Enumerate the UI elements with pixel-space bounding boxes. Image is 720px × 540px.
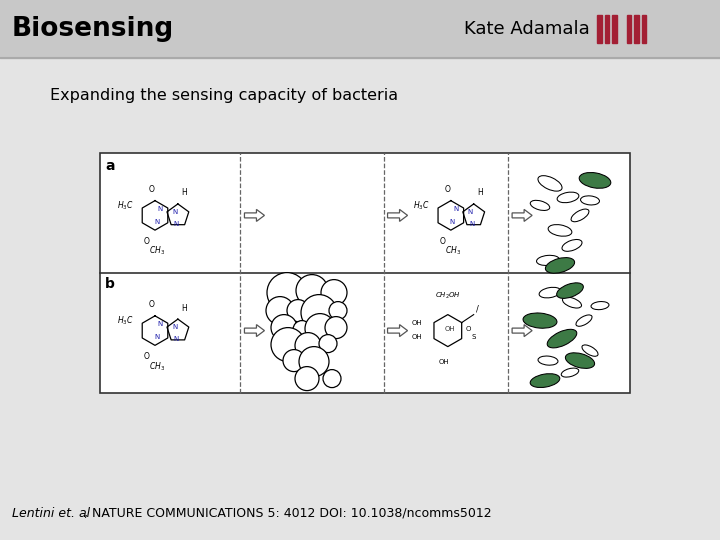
Ellipse shape	[305, 314, 335, 343]
Ellipse shape	[329, 302, 347, 320]
Text: O: O	[440, 237, 446, 246]
Text: S: S	[472, 334, 476, 340]
Text: OH: OH	[438, 359, 449, 364]
Ellipse shape	[530, 200, 550, 211]
Ellipse shape	[296, 275, 328, 307]
Ellipse shape	[545, 258, 575, 273]
Text: N: N	[172, 209, 177, 215]
Text: N: N	[157, 321, 163, 327]
Text: b: b	[105, 277, 115, 291]
Text: N: N	[468, 209, 473, 215]
Ellipse shape	[579, 172, 611, 188]
Text: H: H	[181, 188, 187, 197]
Text: Expanding the sensing capacity of bacteria: Expanding the sensing capacity of bacter…	[50, 88, 398, 103]
Text: N: N	[469, 221, 474, 227]
Text: $CH_3$: $CH_3$	[150, 360, 166, 373]
Polygon shape	[245, 325, 264, 336]
Ellipse shape	[319, 335, 337, 353]
Text: H: H	[477, 188, 482, 197]
Text: N: N	[154, 334, 159, 340]
Text: Kate Adamala: Kate Adamala	[464, 20, 590, 38]
Bar	[605, 15, 609, 43]
Text: N: N	[157, 206, 163, 212]
Ellipse shape	[576, 315, 592, 326]
Text: N: N	[174, 336, 179, 342]
Text: N: N	[172, 325, 177, 330]
Ellipse shape	[547, 329, 577, 348]
Ellipse shape	[283, 349, 305, 372]
Ellipse shape	[299, 347, 329, 376]
Bar	[612, 15, 616, 43]
Ellipse shape	[321, 280, 347, 306]
Ellipse shape	[323, 369, 341, 388]
Ellipse shape	[295, 367, 319, 390]
Text: $H_3C$: $H_3C$	[117, 314, 134, 327]
Bar	[634, 15, 639, 43]
Text: O: O	[445, 185, 451, 194]
Text: N: N	[450, 219, 455, 225]
Ellipse shape	[591, 301, 609, 309]
Ellipse shape	[539, 287, 561, 298]
Ellipse shape	[571, 209, 589, 222]
Ellipse shape	[562, 368, 579, 377]
Text: OH: OH	[411, 334, 422, 340]
Bar	[626, 15, 631, 43]
Text: $H_3C$: $H_3C$	[117, 199, 134, 212]
Text: $CH_3$: $CH_3$	[445, 245, 462, 258]
Text: O: O	[144, 352, 150, 361]
Bar	[597, 15, 601, 43]
Ellipse shape	[287, 300, 309, 322]
Text: OH: OH	[444, 326, 455, 332]
Text: O: O	[144, 237, 150, 246]
Ellipse shape	[271, 315, 297, 341]
Text: $CH_2OH$: $CH_2OH$	[435, 291, 461, 301]
Ellipse shape	[267, 273, 307, 313]
Ellipse shape	[538, 356, 558, 365]
Text: Lentini et. al: Lentini et. al	[12, 507, 90, 520]
Ellipse shape	[266, 296, 294, 325]
Ellipse shape	[301, 295, 337, 330]
Bar	[100, 153, 630, 393]
Bar	[0, 0, 720, 58]
Ellipse shape	[271, 328, 305, 362]
Text: /: /	[477, 304, 480, 313]
Text: H: H	[181, 303, 187, 313]
Ellipse shape	[538, 176, 562, 191]
Text: $H_3C$: $H_3C$	[413, 199, 430, 212]
Polygon shape	[387, 325, 408, 336]
Ellipse shape	[536, 255, 559, 266]
Ellipse shape	[530, 374, 560, 388]
Text: Biosensing: Biosensing	[12, 16, 174, 42]
Text: O: O	[149, 300, 155, 309]
Ellipse shape	[565, 353, 595, 368]
Text: OH: OH	[411, 320, 422, 326]
Ellipse shape	[562, 297, 582, 308]
Ellipse shape	[523, 313, 557, 328]
Polygon shape	[512, 210, 532, 221]
Text: $CH_3$: $CH_3$	[150, 245, 166, 258]
Ellipse shape	[295, 333, 321, 359]
Ellipse shape	[562, 239, 582, 251]
Ellipse shape	[548, 225, 572, 236]
Ellipse shape	[557, 192, 579, 202]
Bar	[642, 15, 646, 43]
Text: , NATURE COMMUNICATIONS 5: 4012 DOI: 10.1038/ncomms5012: , NATURE COMMUNICATIONS 5: 4012 DOI: 10.…	[84, 507, 492, 520]
Text: a: a	[105, 159, 114, 173]
Text: O: O	[466, 326, 471, 332]
Ellipse shape	[293, 321, 311, 339]
Polygon shape	[245, 210, 264, 221]
Text: O: O	[149, 185, 155, 194]
Ellipse shape	[580, 196, 600, 205]
Polygon shape	[512, 325, 532, 336]
Ellipse shape	[325, 316, 347, 339]
Ellipse shape	[557, 283, 583, 299]
Text: N: N	[154, 219, 159, 225]
Ellipse shape	[582, 345, 598, 356]
Polygon shape	[387, 210, 408, 221]
Text: N: N	[453, 206, 459, 212]
Text: N: N	[174, 221, 179, 227]
